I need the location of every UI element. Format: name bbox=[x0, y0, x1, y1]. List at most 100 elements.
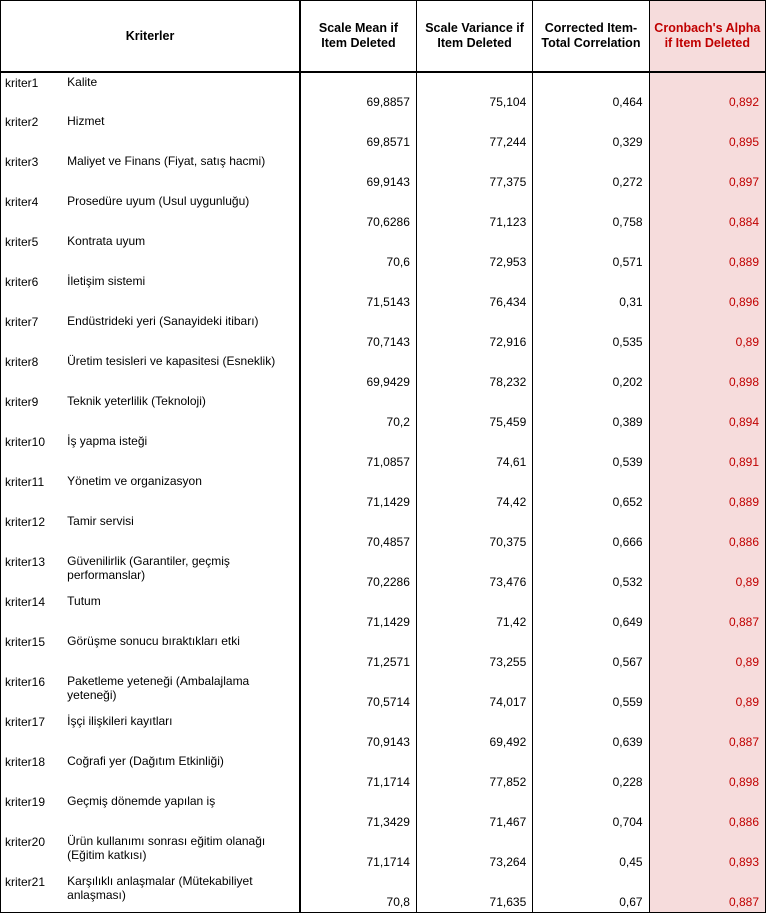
cell-scale-variance: 75,104 bbox=[416, 72, 532, 112]
cell-criterion-label: Görüşme sonucu bıraktıkları etki bbox=[65, 632, 300, 672]
cell-cronbach-alpha: 0,887 bbox=[649, 712, 765, 752]
table-row: kriter7Endüstrideki yeri (Sanayideki iti… bbox=[1, 312, 766, 352]
header-scale-mean: Scale Mean if Item Deleted bbox=[300, 1, 416, 73]
table-row: kriter15Görüşme sonucu bıraktıkları etki… bbox=[1, 632, 766, 672]
cell-scale-mean: 70,7143 bbox=[300, 312, 416, 352]
cell-cronbach-alpha: 0,897 bbox=[649, 152, 765, 192]
cell-scale-variance: 78,232 bbox=[416, 352, 532, 392]
cell-corrected-correlation: 0,464 bbox=[533, 72, 649, 112]
cell-scale-mean: 70,5714 bbox=[300, 672, 416, 712]
cell-criterion-label: Coğrafi yer (Dağıtım Etkinliği) bbox=[65, 752, 300, 792]
cell-criterion-id: kriter19 bbox=[1, 792, 66, 832]
cell-criterion-id: kriter5 bbox=[1, 232, 66, 272]
cell-scale-mean: 69,8571 bbox=[300, 112, 416, 152]
cell-cronbach-alpha: 0,896 bbox=[649, 272, 765, 312]
cell-criterion-id: kriter21 bbox=[1, 872, 66, 912]
cell-criterion-id: kriter12 bbox=[1, 512, 66, 552]
cell-scale-mean: 69,9143 bbox=[300, 152, 416, 192]
cell-corrected-correlation: 0,639 bbox=[533, 712, 649, 752]
cell-cronbach-alpha: 0,89 bbox=[649, 672, 765, 712]
cell-scale-variance: 71,123 bbox=[416, 192, 532, 232]
cell-criterion-label: Geçmiş dönemde yapılan iş bbox=[65, 792, 300, 832]
cell-cronbach-alpha: 0,895 bbox=[649, 112, 765, 152]
cell-scale-variance: 71,635 bbox=[416, 872, 532, 912]
cell-criterion-label: Kontrata uyum bbox=[65, 232, 300, 272]
cell-criterion-id: kriter8 bbox=[1, 352, 66, 392]
cell-criterion-label: Ürün kullanımı sonrası eğitim olanağı (E… bbox=[65, 832, 300, 872]
cell-criterion-id: kriter3 bbox=[1, 152, 66, 192]
cell-scale-mean: 70,6286 bbox=[300, 192, 416, 232]
cell-scale-variance: 71,467 bbox=[416, 792, 532, 832]
cell-corrected-correlation: 0,758 bbox=[533, 192, 649, 232]
cell-corrected-correlation: 0,539 bbox=[533, 432, 649, 472]
cell-cronbach-alpha: 0,886 bbox=[649, 792, 765, 832]
table-row: kriter12Tamir servisi70,485770,3750,6660… bbox=[1, 512, 766, 552]
cell-criterion-id: kriter1 bbox=[1, 72, 66, 112]
table-row: kriter16Paketleme yeteneği (Ambalajlama … bbox=[1, 672, 766, 712]
cell-criterion-label: Hizmet bbox=[65, 112, 300, 152]
cell-criterion-id: kriter18 bbox=[1, 752, 66, 792]
table-row: kriter3Maliyet ve Finans (Fiyat, satış h… bbox=[1, 152, 766, 192]
cell-scale-mean: 70,4857 bbox=[300, 512, 416, 552]
cell-corrected-correlation: 0,45 bbox=[533, 832, 649, 872]
cell-corrected-correlation: 0,535 bbox=[533, 312, 649, 352]
cell-scale-variance: 75,459 bbox=[416, 392, 532, 432]
cell-criterion-id: kriter13 bbox=[1, 552, 66, 592]
header-scale-variance: Scale Variance if Item Deleted bbox=[416, 1, 532, 73]
cell-criterion-label: Karşılıklı anlaşmalar (Mütekabiliyet anl… bbox=[65, 872, 300, 912]
cell-criterion-id: kriter4 bbox=[1, 192, 66, 232]
table-row: kriter9Teknik yeterlilik (Teknoloji)70,2… bbox=[1, 392, 766, 432]
cell-criterion-label: Endüstrideki yeri (Sanayideki itibarı) bbox=[65, 312, 300, 352]
cell-corrected-correlation: 0,389 bbox=[533, 392, 649, 432]
header-cronbach-alpha: Cronbach's Alpha if Item Deleted bbox=[649, 1, 765, 73]
cell-criterion-id: kriter7 bbox=[1, 312, 66, 352]
cell-cronbach-alpha: 0,89 bbox=[649, 632, 765, 672]
cell-criterion-id: kriter15 bbox=[1, 632, 66, 672]
table-row: kriter13Güvenilirlik (Garantiler, geçmiş… bbox=[1, 552, 766, 592]
cell-criterion-label: Teknik yeterlilik (Teknoloji) bbox=[65, 392, 300, 432]
cell-scale-variance: 74,42 bbox=[416, 472, 532, 512]
cell-scale-variance: 77,852 bbox=[416, 752, 532, 792]
cell-criterion-label: Kalite bbox=[65, 72, 300, 112]
table-row: kriter2Hizmet69,857177,2440,3290,895 bbox=[1, 112, 766, 152]
cell-cronbach-alpha: 0,887 bbox=[649, 592, 765, 632]
cell-criterion-label: Yönetim ve organizasyon bbox=[65, 472, 300, 512]
table-body: kriter1Kalite69,885775,1040,4640,892krit… bbox=[1, 72, 766, 912]
cell-criterion-id: kriter17 bbox=[1, 712, 66, 752]
cell-scale-variance: 74,61 bbox=[416, 432, 532, 472]
cell-criterion-label: Üretim tesisleri ve kapasitesi (Esneklik… bbox=[65, 352, 300, 392]
header-kriterler: Kriterler bbox=[1, 1, 301, 73]
cell-corrected-correlation: 0,532 bbox=[533, 552, 649, 592]
cell-corrected-correlation: 0,704 bbox=[533, 792, 649, 832]
table-row: kriter11Yönetim ve organizasyon71,142974… bbox=[1, 472, 766, 512]
cell-cronbach-alpha: 0,884 bbox=[649, 192, 765, 232]
table-row: kriter1Kalite69,885775,1040,4640,892 bbox=[1, 72, 766, 112]
cell-criterion-id: kriter10 bbox=[1, 432, 66, 472]
cell-corrected-correlation: 0,666 bbox=[533, 512, 649, 552]
cell-corrected-correlation: 0,571 bbox=[533, 232, 649, 272]
cell-scale-variance: 70,375 bbox=[416, 512, 532, 552]
cell-scale-variance: 77,375 bbox=[416, 152, 532, 192]
cell-corrected-correlation: 0,67 bbox=[533, 872, 649, 912]
cell-scale-mean: 71,1429 bbox=[300, 472, 416, 512]
cell-criterion-label: Güvenilirlik (Garantiler, geçmiş perform… bbox=[65, 552, 300, 592]
cell-cronbach-alpha: 0,89 bbox=[649, 312, 765, 352]
cell-corrected-correlation: 0,649 bbox=[533, 592, 649, 632]
cell-cronbach-alpha: 0,898 bbox=[649, 352, 765, 392]
item-total-statistics-table: Kriterler Scale Mean if Item Deleted Sca… bbox=[0, 0, 766, 913]
cell-cronbach-alpha: 0,886 bbox=[649, 512, 765, 552]
table-row: kriter10İş yapma isteği71,085774,610,539… bbox=[1, 432, 766, 472]
cell-scale-mean: 70,2286 bbox=[300, 552, 416, 592]
cell-scale-mean: 70,6 bbox=[300, 232, 416, 272]
cell-scale-mean: 71,0857 bbox=[300, 432, 416, 472]
cell-scale-variance: 73,476 bbox=[416, 552, 532, 592]
cell-corrected-correlation: 0,329 bbox=[533, 112, 649, 152]
cell-cronbach-alpha: 0,887 bbox=[649, 872, 765, 912]
cell-criterion-label: Maliyet ve Finans (Fiyat, satış hacmi) bbox=[65, 152, 300, 192]
table-row: kriter5Kontrata uyum70,672,9530,5710,889 bbox=[1, 232, 766, 272]
cell-corrected-correlation: 0,272 bbox=[533, 152, 649, 192]
cell-cronbach-alpha: 0,893 bbox=[649, 832, 765, 872]
cell-scale-mean: 71,3429 bbox=[300, 792, 416, 832]
cell-criterion-label: Tutum bbox=[65, 592, 300, 632]
cell-criterion-id: kriter6 bbox=[1, 272, 66, 312]
